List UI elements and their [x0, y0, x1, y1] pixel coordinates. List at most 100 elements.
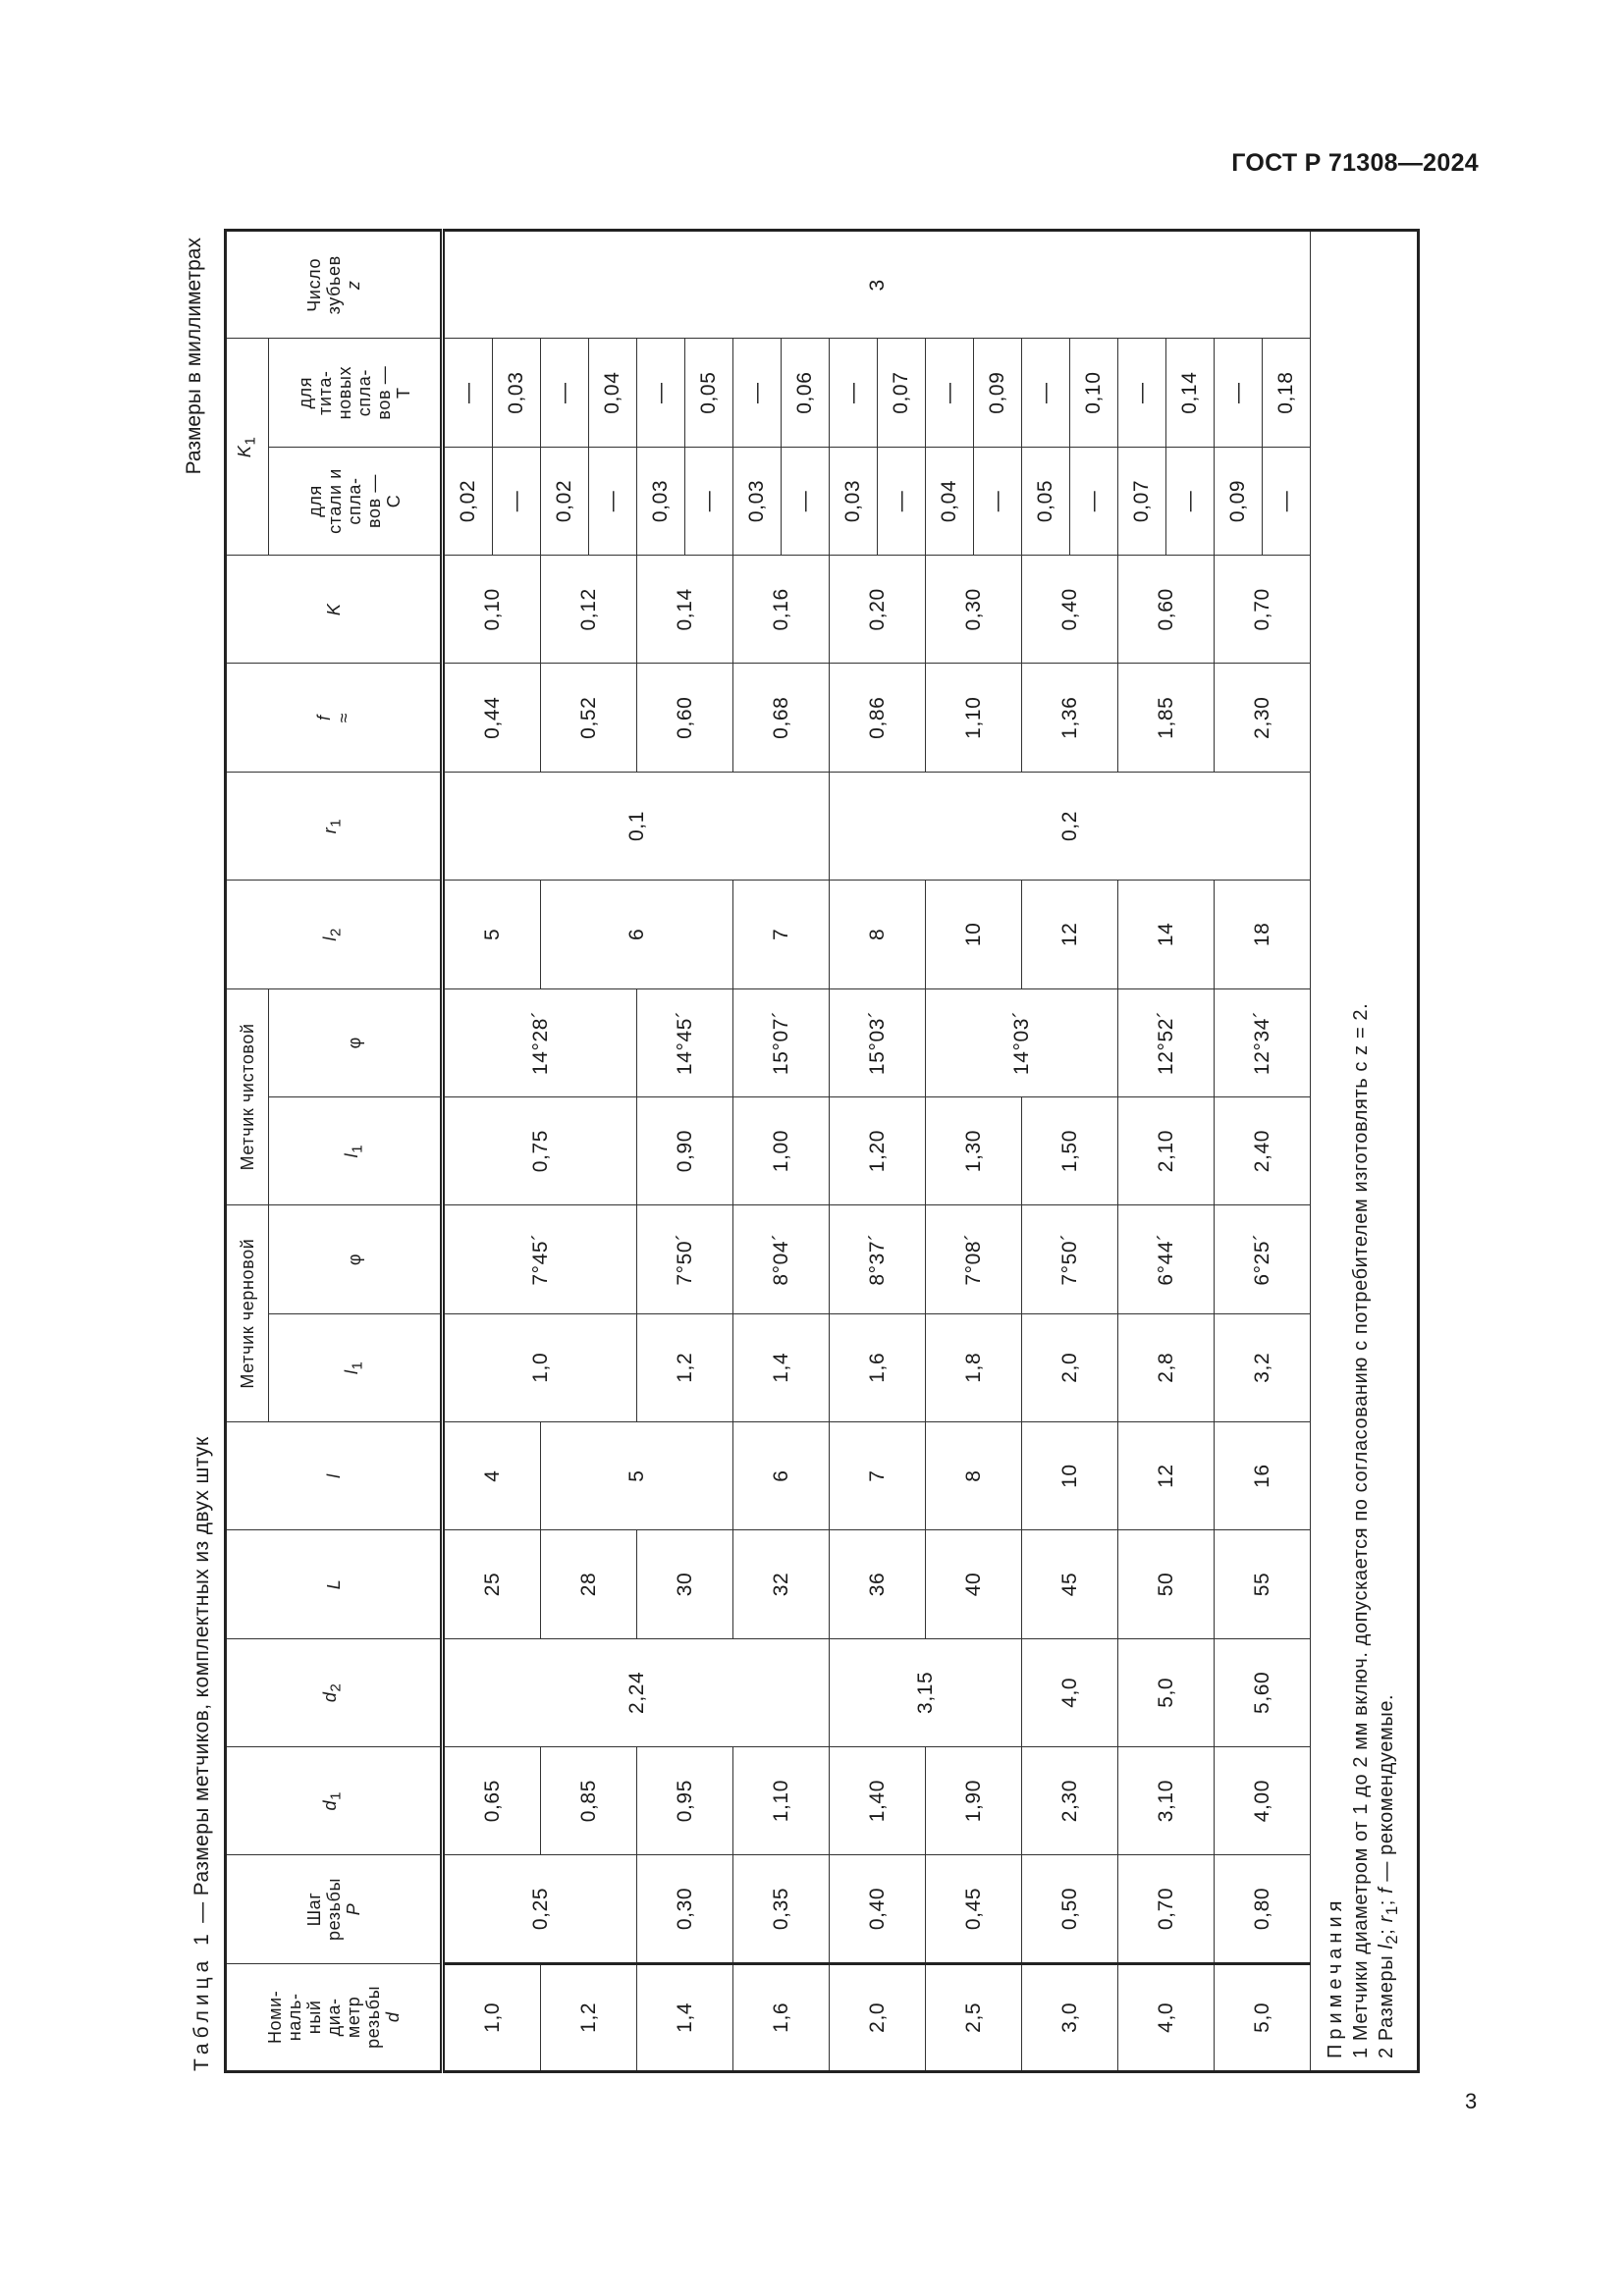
header-rough-phi: φ	[268, 1204, 443, 1314]
cell-k: 0,40	[1021, 555, 1118, 664]
cell-r1: 0,2	[829, 772, 1311, 881]
cell-f: 0,44	[442, 664, 541, 773]
cell-k1-t: 0,14	[1165, 338, 1215, 448]
cell-k1-t: —	[732, 338, 782, 448]
cell-rough-phi: 7°50´	[636, 1204, 733, 1314]
cell-d1: 1,10	[732, 1746, 830, 1855]
cell-k1-c: 0,03	[829, 447, 878, 556]
cell-d1: 4,00	[1214, 1746, 1311, 1855]
cell-k: 0,20	[829, 555, 926, 664]
notes-heading: Примечания	[1325, 1896, 1346, 2058]
cell-k1-t: 0,04	[588, 338, 637, 448]
cell-d: 1,0	[442, 1963, 541, 2072]
header-rough-l1: l1	[268, 1313, 443, 1422]
header-rough-tap: Метчик черновой	[225, 1204, 269, 1422]
cell-finish-l1: 0,90	[636, 1096, 733, 1205]
header-l: l	[225, 1421, 443, 1530]
cell-l2: 12	[1021, 880, 1118, 989]
cell-rough-phi: 8°04´	[732, 1204, 830, 1314]
cell-k1-t: —	[1117, 338, 1166, 448]
cell-k: 0,10	[442, 555, 541, 664]
cell-finish-l1: 2,10	[1117, 1096, 1215, 1205]
header-K1-steel: для стали и спла- вов — C	[268, 447, 443, 556]
header-finish-l1: l1	[268, 1096, 443, 1205]
cell-finish-l1: 2,40	[1214, 1096, 1311, 1205]
cell-f: 1,85	[1117, 664, 1215, 773]
header-r1: r1	[225, 772, 443, 881]
table-row: 3,0 0,50 2,30 4,0 45 10 2,0 7°50´ 1,50 12 1,36 0,40…	[1021, 231, 1118, 2072]
cell-k1-t: —	[442, 338, 493, 448]
cell-k1-c: 0,02	[442, 447, 493, 556]
table-row: 1,6 0,35 1,10 32 6 1,4 8°04´ 1,00 15°07´ 7 0,68 0,1…	[732, 231, 830, 2072]
cell-l: 55	[1214, 1529, 1311, 1639]
cell-rough-l1: 1,8	[925, 1313, 1022, 1422]
cell-k1-t: —	[829, 338, 878, 448]
cell-d1: 1,40	[829, 1746, 926, 1855]
cell-k1-c: 0,05	[1021, 447, 1070, 556]
cell-l2: 7	[732, 880, 830, 989]
cell-l2: 10	[925, 880, 1022, 989]
cell-rough-phi: 6°25´	[1214, 1204, 1311, 1314]
cell-l: 12	[1117, 1421, 1215, 1530]
cell-finish-phi: 14°28´	[442, 988, 637, 1097]
cell-k1-t: 0,06	[781, 338, 830, 448]
header-K1: K1	[225, 338, 269, 556]
cell-l2: 8	[829, 880, 926, 989]
cell-k1-t: —	[1214, 338, 1263, 448]
header-finish-tap: Метчик чистовой	[225, 988, 269, 1205]
table-row: 5,0 0,80 4,00 5,60 55 16 3,2 6°25´ 2,40 12°34´ 18 2…	[1214, 231, 1311, 2072]
cell-l: 7	[829, 1421, 926, 1530]
cell-p: 0,45	[925, 1854, 1022, 1964]
cell-k1-c: —	[1069, 447, 1118, 556]
cell-k1-c: —	[1165, 447, 1215, 556]
cell-p: 0,80	[1214, 1854, 1311, 1964]
cell-k1-c: 0,03	[636, 447, 685, 556]
cell-k1-c: 0,07	[1117, 447, 1166, 556]
cell-d1: 0,85	[540, 1746, 637, 1855]
cell-l2: 5	[442, 880, 541, 989]
header-d: Номи- наль- ный диа- метр резьбы d	[225, 1963, 443, 2072]
cell-k1-c: 0,09	[1214, 447, 1263, 556]
cell-rough-phi: 6°44´	[1117, 1204, 1215, 1314]
cell-l: 40	[925, 1529, 1022, 1639]
table-title: Таблица 1 — Размеры метчиков, комплектны…	[190, 1436, 214, 2071]
cell-d: 3,0	[1021, 1963, 1118, 2072]
cell-p: 0,70	[1117, 1854, 1215, 1964]
table-row: 1,0 0,25 0,65 2,24 25 4 1,0 7°45´ 0,75 14°28´ 5 0,1…	[442, 230, 1311, 2072]
note-2: 2 Размеры l2; r1; f — рекомендуемые.	[1376, 1693, 1401, 2058]
cell-p: 0,30	[636, 1854, 733, 1964]
cell-l: 50	[1117, 1529, 1215, 1639]
cell-d1: 2,30	[1021, 1746, 1118, 1855]
cell-d: 5,0	[1214, 1963, 1311, 2072]
header-d2: d2	[225, 1638, 443, 1747]
cell-k: 0,16	[732, 555, 830, 664]
cell-k1-c: 0,04	[925, 447, 974, 556]
cell-rough-l1: 1,4	[732, 1313, 830, 1422]
cell-d2: 2,24	[442, 1638, 830, 1747]
cell-k1-t: —	[540, 338, 589, 448]
header-P: Шаг резьбы P	[225, 1854, 443, 1964]
cell-finish-phi: 12°52´	[1117, 988, 1215, 1097]
cell-d1: 1,90	[925, 1746, 1022, 1855]
cell-d1: 0,65	[442, 1746, 541, 1855]
table-caption: Таблица 1 — Размеры метчиков, комплектны…	[147, 232, 224, 2073]
cell-finish-phi: 15°07´	[732, 988, 830, 1097]
cell-rough-phi: 7°45´	[442, 1204, 637, 1314]
cell-k1-c: 0,03	[732, 447, 782, 556]
cell-k1-t: 0,09	[973, 338, 1022, 448]
cell-d2: 5,60	[1214, 1638, 1311, 1747]
cell-rough-l1: 2,0	[1021, 1313, 1118, 1422]
table-body: 1,0 0,25 0,65 2,24 25 4 1,0 7°45´ 0,75 14°28´ 5 0,1…	[442, 230, 1311, 2072]
cell-k1-t: —	[1021, 338, 1070, 448]
cell-f: 2,30	[1214, 664, 1311, 773]
cell-finish-phi: 15°03´	[829, 988, 926, 1097]
cell-l: 30	[636, 1529, 733, 1639]
cell-k1-c: —	[877, 447, 926, 556]
cell-k1-t: 0,05	[684, 338, 733, 448]
table-row: 1,4 0,30 0,95 30 1,2 7°50´ 0,90 14°45´ 0,60 0,14 0…	[636, 231, 733, 2072]
cell-k1-c: —	[1262, 447, 1311, 556]
cell-d1: 3,10	[1117, 1746, 1215, 1855]
cell-rough-phi: 8°37´	[829, 1204, 926, 1314]
cell-rough-l1: 1,6	[829, 1313, 926, 1422]
cell-k: 0,70	[1214, 555, 1311, 664]
